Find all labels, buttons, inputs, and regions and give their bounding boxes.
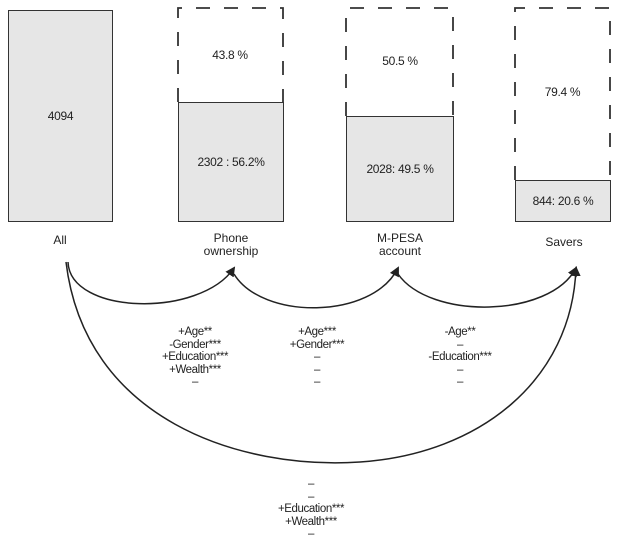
bar-savers-label: Savers — [545, 235, 583, 249]
bar-savers: 844: 20.6 % — [515, 180, 611, 222]
savers-missing-value: 79.4 % — [544, 85, 581, 99]
bar-phone-value: 2302 : 56.2% — [197, 155, 265, 169]
effects-all-to-savers: – – +Education*** +Wealth*** – — [277, 478, 345, 540]
arrow-all-to-savers — [65, 261, 581, 464]
bar-phone-ownership: 2302 : 56.2% — [178, 102, 284, 222]
mpesa-missing-value: 50.5 % — [382, 54, 418, 68]
bar-all-value: 4094 — [47, 109, 74, 123]
arrow-phone-to-mpesa — [233, 266, 399, 309]
arrow-all-to-phone — [67, 261, 236, 305]
effects-mpesa-to-savers: -Age** – -Education*** – – — [428, 326, 492, 388]
bar-all-label: All — [53, 233, 67, 247]
bar-all: 4094 — [8, 10, 113, 222]
phone-missing-value: 43.8 % — [212, 48, 248, 62]
effects-all-to-phone: +Age** -Gender*** +Education*** +Wealth*… — [161, 326, 229, 388]
phone-missing-outline — [177, 7, 284, 102]
bar-mpesa-account: 2028: 49.5 % — [346, 116, 454, 222]
effects-phone-to-mpesa: +Age*** +Gender*** – – – — [289, 326, 345, 388]
savers-missing-outline — [514, 7, 611, 180]
bar-savers-value: 844: 20.6 % — [532, 194, 594, 208]
arrow-mpesa-to-savers — [397, 266, 577, 308]
bar-mpesa-label: M-PESA account — [376, 231, 423, 258]
bar-mpesa-value: 2028: 49.5 % — [366, 162, 434, 176]
bar-phone-label: Phone ownership — [203, 231, 259, 258]
